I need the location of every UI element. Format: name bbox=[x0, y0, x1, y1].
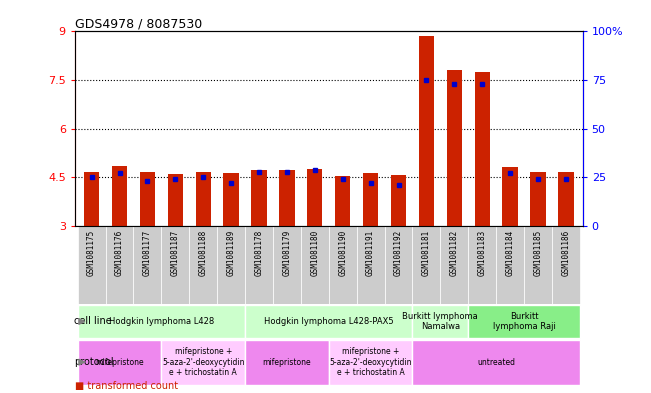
Bar bbox=[329, 226, 357, 304]
Bar bbox=[385, 226, 413, 304]
Bar bbox=[419, 36, 434, 226]
Text: GSM1081175: GSM1081175 bbox=[87, 230, 96, 276]
Bar bbox=[503, 167, 518, 226]
Bar bbox=[447, 70, 462, 226]
Text: GSM1081180: GSM1081180 bbox=[311, 230, 319, 276]
Bar bbox=[189, 226, 217, 304]
Bar bbox=[413, 340, 580, 385]
Bar bbox=[245, 226, 273, 304]
Bar bbox=[77, 226, 105, 304]
Bar bbox=[133, 226, 161, 304]
Bar bbox=[335, 176, 350, 226]
Text: untreated: untreated bbox=[477, 358, 515, 367]
Text: GSM1081177: GSM1081177 bbox=[143, 230, 152, 276]
Bar bbox=[161, 226, 189, 304]
Bar bbox=[363, 173, 378, 226]
Bar bbox=[223, 173, 239, 226]
Text: GSM1081176: GSM1081176 bbox=[115, 230, 124, 276]
Bar bbox=[475, 72, 490, 226]
Text: GSM1081185: GSM1081185 bbox=[534, 230, 542, 276]
Bar bbox=[273, 226, 301, 304]
Text: mifepristone: mifepristone bbox=[95, 358, 144, 367]
Text: GSM1081188: GSM1081188 bbox=[199, 230, 208, 276]
Bar bbox=[413, 226, 440, 304]
Bar bbox=[531, 173, 546, 226]
Text: Hodgkin lymphoma L428-PAX5: Hodgkin lymphoma L428-PAX5 bbox=[264, 317, 394, 326]
Text: GSM1081190: GSM1081190 bbox=[339, 230, 347, 276]
Bar bbox=[105, 226, 133, 304]
Text: GSM1081184: GSM1081184 bbox=[506, 230, 514, 276]
Bar bbox=[195, 173, 211, 226]
Text: GDS4978 / 8087530: GDS4978 / 8087530 bbox=[75, 17, 202, 30]
Text: GSM1081187: GSM1081187 bbox=[171, 230, 180, 276]
Text: protocol: protocol bbox=[74, 357, 114, 367]
Bar bbox=[468, 305, 580, 338]
Bar bbox=[329, 340, 413, 385]
Text: GSM1081189: GSM1081189 bbox=[227, 230, 236, 276]
Bar bbox=[301, 226, 329, 304]
Bar bbox=[77, 340, 161, 385]
Bar bbox=[279, 170, 294, 226]
Bar bbox=[307, 169, 322, 226]
Bar bbox=[251, 170, 267, 226]
Bar bbox=[217, 226, 245, 304]
Bar bbox=[84, 173, 99, 226]
Bar bbox=[552, 226, 580, 304]
Text: mifepristone +
5-aza-2'-deoxycytidin
e + trichostatin A: mifepristone + 5-aza-2'-deoxycytidin e +… bbox=[162, 347, 245, 377]
Bar bbox=[391, 175, 406, 226]
Bar bbox=[413, 305, 468, 338]
Bar bbox=[161, 340, 245, 385]
Text: GSM1081192: GSM1081192 bbox=[394, 230, 403, 276]
Bar bbox=[468, 226, 496, 304]
Bar bbox=[140, 173, 155, 226]
Text: GSM1081191: GSM1081191 bbox=[366, 230, 375, 276]
Text: GSM1081186: GSM1081186 bbox=[561, 230, 570, 276]
Text: mifepristone: mifepristone bbox=[262, 358, 311, 367]
Bar bbox=[168, 174, 183, 226]
Text: ■ transformed count: ■ transformed count bbox=[75, 381, 178, 391]
Bar bbox=[524, 226, 552, 304]
Bar bbox=[558, 173, 574, 226]
Text: cell line: cell line bbox=[74, 316, 112, 327]
Text: Burkitt
lymphoma Raji: Burkitt lymphoma Raji bbox=[493, 312, 555, 331]
Text: Burkitt lymphoma
Namalwa: Burkitt lymphoma Namalwa bbox=[402, 312, 478, 331]
Text: GSM1081179: GSM1081179 bbox=[283, 230, 292, 276]
Text: GSM1081182: GSM1081182 bbox=[450, 230, 459, 276]
Text: Hodgkin lymphoma L428: Hodgkin lymphoma L428 bbox=[109, 317, 214, 326]
Bar bbox=[357, 226, 385, 304]
Bar bbox=[245, 305, 413, 338]
Bar bbox=[440, 226, 468, 304]
Bar bbox=[245, 340, 329, 385]
Text: mifepristone +
5-aza-2'-deoxycytidin
e + trichostatin A: mifepristone + 5-aza-2'-deoxycytidin e +… bbox=[329, 347, 412, 377]
Text: GSM1081181: GSM1081181 bbox=[422, 230, 431, 276]
Bar bbox=[112, 166, 127, 226]
Bar bbox=[496, 226, 524, 304]
Text: GSM1081183: GSM1081183 bbox=[478, 230, 487, 276]
Bar bbox=[77, 305, 245, 338]
Text: GSM1081178: GSM1081178 bbox=[255, 230, 264, 276]
